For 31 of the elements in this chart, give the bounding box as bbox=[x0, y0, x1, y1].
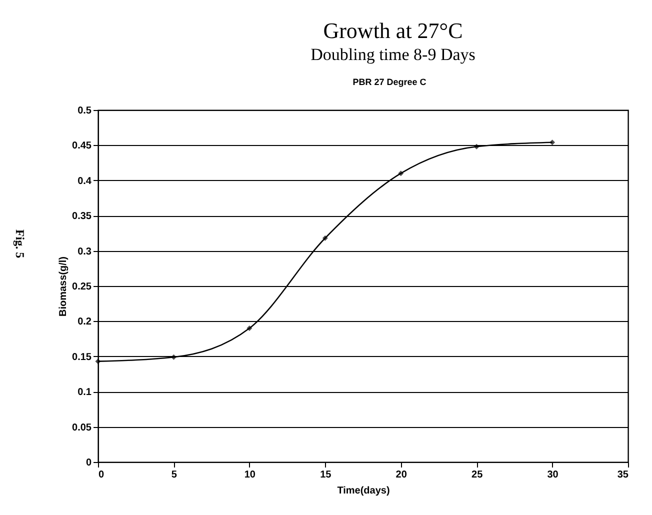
chart-subtitle: Doubling time 8-9 Days bbox=[310, 45, 476, 64]
x-tick-label: 25 bbox=[472, 470, 484, 480]
x-tick-label: 20 bbox=[396, 470, 408, 480]
y-axis-title: Biomass(g/l) bbox=[58, 256, 70, 317]
point bbox=[474, 144, 480, 150]
caption: Fig. 5 bbox=[13, 229, 27, 258]
y-tick-label: 0.2 bbox=[78, 316, 92, 328]
y-tick-label: 0.35 bbox=[72, 211, 92, 222]
y-tick-label: 0.15 bbox=[72, 352, 92, 363]
x-tick-label: 10 bbox=[244, 470, 256, 480]
y-tick-label: 0.5 bbox=[78, 106, 92, 116]
x-tick-label: 0 bbox=[98, 470, 104, 480]
text: PBR 27 Degree C bbox=[352, 77, 427, 87]
point bbox=[95, 358, 101, 364]
y-tick-label: 0.4 bbox=[78, 176, 92, 187]
point bbox=[322, 235, 328, 241]
x-tick-label: 15 bbox=[320, 470, 332, 480]
chart-title: Growth at 27°C bbox=[323, 18, 463, 43]
y-tick-label: 0.05 bbox=[72, 422, 92, 434]
point bbox=[246, 326, 252, 331]
point bbox=[398, 170, 404, 176]
y-tick-label: 0.45 bbox=[72, 140, 92, 152]
y-tick-label: 0.3 bbox=[78, 246, 92, 258]
x-tick-label: 30 bbox=[547, 470, 559, 480]
y-tick-label: 0 bbox=[86, 458, 92, 468]
x-tick-label: 35 bbox=[617, 470, 629, 480]
y-tick-label: 0.25 bbox=[72, 282, 92, 292]
point bbox=[550, 140, 556, 146]
x-tick-label: 5 bbox=[171, 470, 178, 480]
x-axis-title: Time(days) bbox=[337, 486, 390, 496]
y-tick-label: 0.1 bbox=[78, 387, 92, 398]
